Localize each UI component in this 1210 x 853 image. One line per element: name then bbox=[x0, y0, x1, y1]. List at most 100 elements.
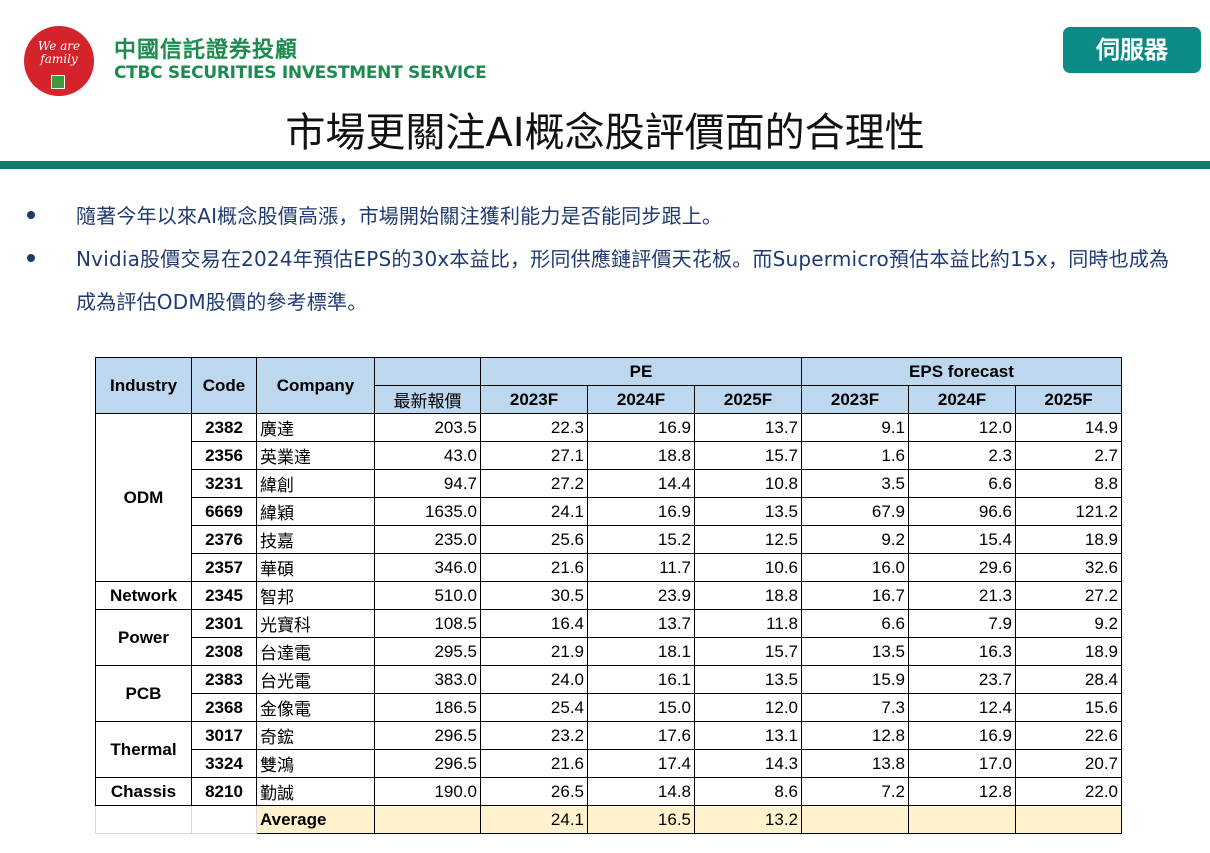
pe-cell: 11.7 bbox=[587, 553, 695, 582]
code-cell: 8210 bbox=[191, 777, 257, 806]
pe-cell: 16.1 bbox=[587, 665, 695, 694]
eps-cell: 12.8 bbox=[908, 777, 1016, 806]
table-row: 2368 金像電 186.5 25.4 15.0 12.0 7.3 12.4 15.6 bbox=[96, 693, 1122, 722]
eps-cell: 9.2 bbox=[1015, 609, 1122, 638]
eps-cell: 9.2 bbox=[801, 525, 909, 554]
price-cell: 296.5 bbox=[374, 721, 481, 750]
pe-cell: 24.1 bbox=[480, 497, 588, 526]
industry-cell: ODM bbox=[95, 413, 192, 582]
industry-cell: Chassis bbox=[95, 777, 192, 806]
average-blank-cell bbox=[95, 805, 192, 834]
logo-text: We are family bbox=[37, 39, 81, 66]
bullet-dot-icon bbox=[27, 211, 35, 219]
pe-cell: 21.6 bbox=[480, 553, 588, 582]
bullet-text: Nvidia股價交易在2024年預估EPS的30x本益比，形同供應鏈評價天花板。… bbox=[76, 247, 1170, 314]
pe-cell: 27.1 bbox=[480, 441, 588, 470]
eps-cell: 18.9 bbox=[1015, 637, 1122, 666]
pe-cell: 16.9 bbox=[587, 497, 695, 526]
eps-cell: 22.0 bbox=[1015, 777, 1122, 806]
eps-cell: 2.7 bbox=[1015, 441, 1122, 470]
pe-cell: 15.0 bbox=[587, 693, 695, 722]
pe-cell: 15.2 bbox=[587, 525, 695, 554]
company-cell: 雙鴻 bbox=[256, 749, 375, 778]
table-row: 2357 華碩 346.0 21.6 11.7 10.6 16.0 29.6 32.6 bbox=[96, 553, 1122, 582]
bullet-text: 隨著今年以來AI概念股價高漲，市場開始關注獲利能力是否能同步跟上。 bbox=[76, 204, 723, 228]
pe-cell: 17.6 bbox=[587, 721, 695, 750]
pe-cell: 13.5 bbox=[694, 497, 802, 526]
price-cell: 203.5 bbox=[374, 413, 481, 442]
ctbc-logo: We are family bbox=[24, 26, 94, 96]
average-row: Average 24.1 16.5 13.2 bbox=[95, 805, 1122, 834]
bullet-item: 隨著今年以來AI概念股價高漲，市場開始關注獲利能力是否能同步跟上。 bbox=[27, 195, 1187, 238]
eps-cell: 29.6 bbox=[908, 553, 1016, 582]
pe-cell: 15.7 bbox=[694, 441, 802, 470]
price-cell: 190.0 bbox=[374, 777, 481, 806]
average-pe-cell: 13.2 bbox=[694, 805, 802, 834]
eps-cell: 7.3 bbox=[801, 693, 909, 722]
pe-cell: 17.4 bbox=[587, 749, 695, 778]
pe-cell: 21.6 bbox=[480, 749, 588, 778]
price-cell: 43.0 bbox=[374, 441, 481, 470]
price-cell: 108.5 bbox=[374, 609, 481, 638]
eps-cell: 16.9 bbox=[908, 721, 1016, 750]
table-row: ODM 2382 廣達 203.5 22.3 16.9 13.7 9.1 12.0 14.9 bbox=[95, 413, 1122, 582]
brand-name-en: CTBC SECURITIES INVESTMENT SERVICE bbox=[114, 63, 487, 83]
eps-cell: 28.4 bbox=[1015, 665, 1122, 694]
company-cell: 華碩 bbox=[256, 553, 375, 582]
header-price: 最新報價 bbox=[374, 385, 481, 414]
eps-cell: 12.8 bbox=[801, 721, 909, 750]
header-pe-2023: 2023F bbox=[480, 385, 588, 414]
bullet-dot-icon bbox=[27, 254, 35, 262]
header-pe-2024: 2024F bbox=[587, 385, 695, 414]
industry-cell: Power bbox=[95, 609, 192, 666]
code-cell: 2356 bbox=[191, 441, 257, 470]
pe-cell: 12.0 bbox=[694, 693, 802, 722]
code-cell: 2308 bbox=[191, 637, 257, 666]
average-label: Average bbox=[256, 805, 375, 834]
pe-cell: 11.8 bbox=[694, 609, 802, 638]
price-cell: 346.0 bbox=[374, 553, 481, 582]
header-code: Code bbox=[191, 357, 257, 414]
pe-cell: 13.5 bbox=[694, 665, 802, 694]
server-button[interactable]: 伺服器 bbox=[1063, 27, 1201, 73]
pe-cell: 25.6 bbox=[480, 525, 588, 554]
company-cell: 智邦 bbox=[256, 581, 375, 610]
price-cell: 295.5 bbox=[374, 637, 481, 666]
pe-cell: 16.9 bbox=[587, 413, 695, 442]
eps-cell: 15.4 bbox=[908, 525, 1016, 554]
eps-cell: 1.6 bbox=[801, 441, 909, 470]
logo-emblem-icon bbox=[51, 75, 65, 89]
pe-cell: 27.2 bbox=[480, 469, 588, 498]
code-cell: 2301 bbox=[191, 609, 257, 638]
eps-cell: 12.4 bbox=[908, 693, 1016, 722]
table-row: 2376 技嘉 235.0 25.6 15.2 12.5 9.2 15.4 18.9 bbox=[96, 525, 1122, 554]
table-row: 2356 英業達 43.0 27.1 18.8 15.7 1.6 2.3 2.7 bbox=[96, 441, 1122, 470]
code-cell: 2368 bbox=[191, 693, 257, 722]
pe-cell: 13.1 bbox=[694, 721, 802, 750]
company-cell: 光寶科 bbox=[256, 609, 375, 638]
pe-cell: 25.4 bbox=[480, 693, 588, 722]
table-row: 2308 台達電 295.5 21.9 18.1 15.7 13.5 16.3 18.9 bbox=[96, 637, 1122, 666]
brand-name-zh: 中國信託證券投顧 bbox=[114, 38, 299, 63]
eps-cell: 9.1 bbox=[801, 413, 909, 442]
eps-cell: 21.3 bbox=[908, 581, 1016, 610]
average-eps-cell bbox=[801, 805, 909, 834]
company-cell: 英業達 bbox=[256, 441, 375, 470]
pe-cell: 15.7 bbox=[694, 637, 802, 666]
code-cell: 3324 bbox=[191, 749, 257, 778]
header-company: Company bbox=[256, 357, 375, 414]
eps-cell: 96.6 bbox=[908, 497, 1016, 526]
average-blank-cell bbox=[191, 805, 257, 834]
price-cell: 235.0 bbox=[374, 525, 481, 554]
header-eps-2024: 2024F bbox=[908, 385, 1016, 414]
company-cell: 廣達 bbox=[256, 413, 375, 442]
eps-cell: 6.6 bbox=[801, 609, 909, 638]
average-pe-cell: 16.5 bbox=[587, 805, 695, 834]
title-divider bbox=[0, 161, 1210, 169]
company-cell: 緯創 bbox=[256, 469, 375, 498]
pe-cell: 8.6 bbox=[694, 777, 802, 806]
eps-cell: 13.8 bbox=[801, 749, 909, 778]
eps-cell: 7.9 bbox=[908, 609, 1016, 638]
code-cell: 2357 bbox=[191, 553, 257, 582]
code-cell: 2345 bbox=[191, 581, 257, 610]
